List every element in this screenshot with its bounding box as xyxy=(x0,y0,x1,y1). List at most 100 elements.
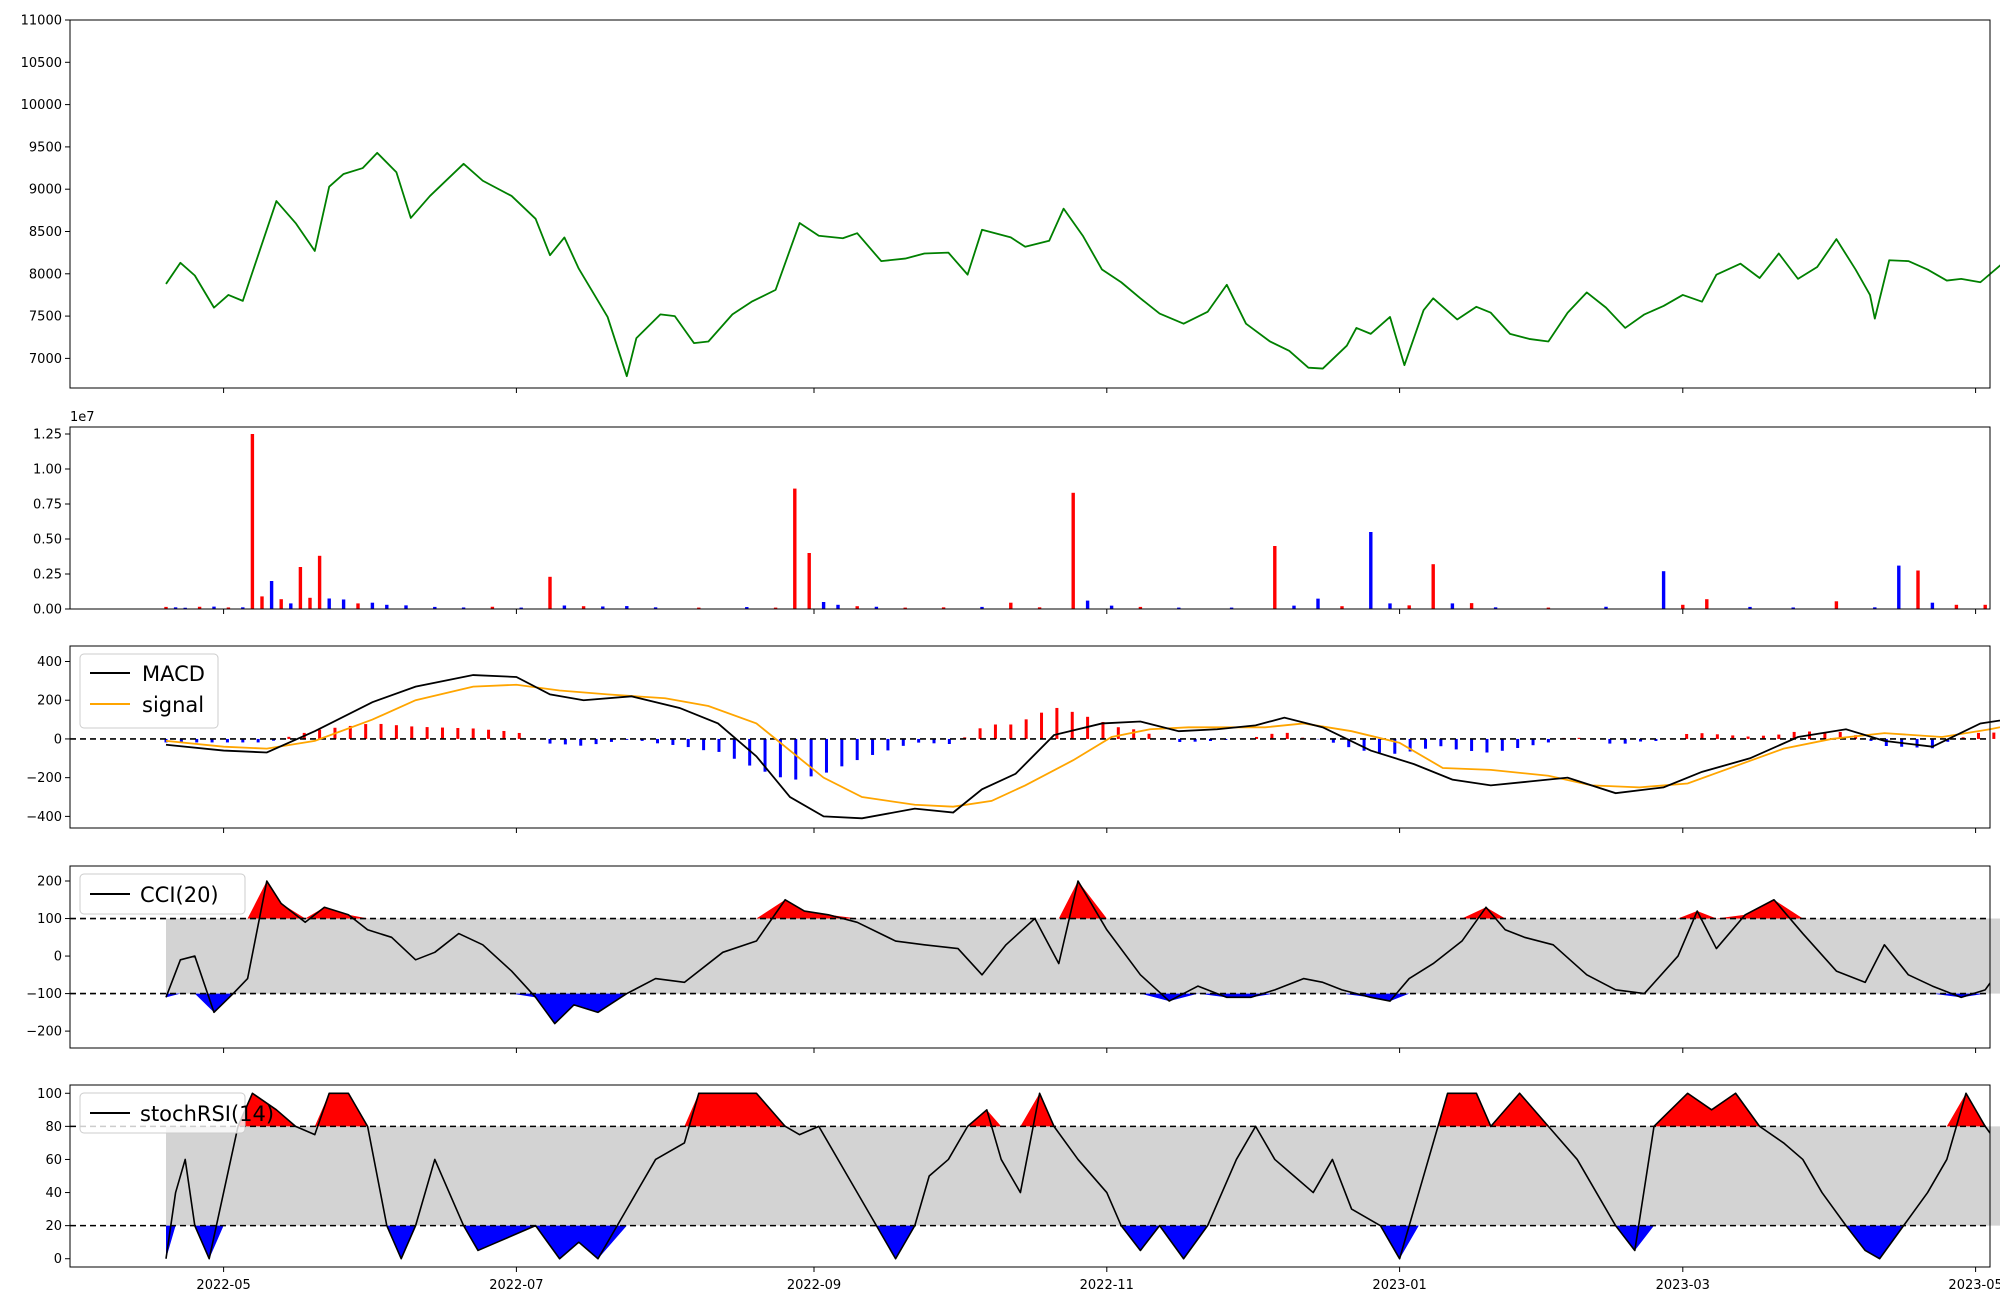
stochrsi-ytick-label: 0 xyxy=(54,1252,62,1267)
macd-histogram-bar xyxy=(1915,738,1919,748)
macd-ytick-label: −400 xyxy=(26,810,62,825)
macd-histogram-bar xyxy=(717,738,721,752)
volume-bar xyxy=(807,553,811,609)
macd-histogram-bar xyxy=(625,738,629,740)
macd-histogram-bar xyxy=(1992,732,1996,739)
price-ytick-label: 7500 xyxy=(29,310,62,325)
macd-histogram-bar xyxy=(1454,738,1458,750)
macd-histogram-bar xyxy=(410,726,414,739)
volume-ytick-label: 0.00 xyxy=(33,603,62,618)
volume-bar xyxy=(836,604,840,609)
stochrsi-legend-box xyxy=(79,1092,246,1134)
macd-legend: MACD signal xyxy=(79,653,219,729)
macd-histogram-bar xyxy=(364,724,368,739)
signal-line xyxy=(165,683,2000,808)
macd-histogram-bar xyxy=(1516,738,1520,748)
macd-histogram-bar xyxy=(901,738,905,746)
x-tick-label: 2023-01 xyxy=(1372,1278,1426,1293)
stochrsi-ytick-label: 60 xyxy=(45,1153,62,1168)
macd-histogram-bar xyxy=(1116,727,1120,739)
macd-histogram-bar xyxy=(1424,738,1428,749)
volume-bar xyxy=(855,606,859,609)
volume-bar xyxy=(697,607,701,609)
volume-bar xyxy=(519,607,523,609)
x-tick-label: 2023-03 xyxy=(1656,1278,1710,1293)
macd-histogram-bar xyxy=(179,738,183,743)
macd-histogram-bar xyxy=(1024,719,1028,739)
macd-histogram-bar xyxy=(886,738,890,751)
macd-histogram-bar xyxy=(471,728,475,739)
volume-bar xyxy=(653,607,658,609)
macd-ytick-label: 0 xyxy=(54,732,62,747)
macd-histogram-bar xyxy=(1531,738,1535,746)
macd-histogram-bar xyxy=(1193,738,1197,742)
volume-bar xyxy=(197,606,202,609)
price-ytick-label: 10500 xyxy=(21,56,62,71)
volume-bar xyxy=(562,605,567,609)
volume-bar xyxy=(1450,603,1455,609)
volume-bar xyxy=(173,607,178,609)
price-ytick-label: 8000 xyxy=(29,267,62,282)
macd-histogram-bar xyxy=(1285,732,1289,739)
price-ytick-label: 8500 xyxy=(29,225,62,240)
volume-bar xyxy=(356,603,360,609)
cci-legend: CCI(20) xyxy=(79,873,246,915)
volume-ytick-label: 1.25 xyxy=(33,428,62,443)
macd-histogram-bar xyxy=(1147,733,1151,739)
macd-histogram-bar xyxy=(1070,711,1074,739)
macd-histogram-bar xyxy=(686,738,690,748)
cci-ytick-label: 0 xyxy=(54,950,62,965)
macd-histogram-bar xyxy=(1408,738,1412,752)
macd-histogram-bar xyxy=(763,738,767,772)
cci-ytick-label: −100 xyxy=(26,987,62,1002)
macd-histogram-bar xyxy=(871,738,875,755)
volume-bar xyxy=(773,607,778,609)
macd-histogram-bar xyxy=(1761,735,1765,739)
macd-histogram-bar xyxy=(1608,738,1612,744)
volume-bar xyxy=(1954,604,1959,609)
price-ytick-label: 10000 xyxy=(21,98,62,113)
macd-histogram-bar xyxy=(1869,738,1873,741)
volume-bar xyxy=(1340,606,1344,609)
volume-bar xyxy=(289,603,293,609)
volume-bar xyxy=(1791,607,1795,609)
volume-bar xyxy=(1916,570,1920,609)
volume-bar xyxy=(1748,606,1752,609)
macd-histogram-bar xyxy=(195,738,199,743)
macd-histogram-bar xyxy=(748,738,752,766)
macd-histogram-bar xyxy=(640,738,644,741)
macd-histogram-bar xyxy=(656,738,660,744)
volume-bar xyxy=(548,576,552,609)
volume-bar xyxy=(903,607,907,609)
macd-histogram-bar xyxy=(548,738,552,744)
macd-panel-frame xyxy=(69,645,1991,829)
macd-histogram-bar xyxy=(225,738,229,743)
volume-bar xyxy=(821,602,826,609)
macd-histogram-bar xyxy=(1623,738,1627,744)
volume-ytick-label: 1.00 xyxy=(33,463,62,478)
macd-histogram-bar xyxy=(579,738,583,746)
volume-bar xyxy=(1071,492,1075,609)
macd-histogram-bar xyxy=(594,738,598,745)
volume-bar xyxy=(1661,571,1666,609)
macd-histogram-bar xyxy=(164,738,168,743)
macd-histogram-bar xyxy=(502,730,506,739)
cci-oversold-fill xyxy=(166,993,1990,1024)
volume-bar xyxy=(1138,606,1143,609)
volume-bar xyxy=(1930,602,1935,609)
x-tick-label: 2022-07 xyxy=(489,1278,543,1293)
x-tick-label: 2022-11 xyxy=(1080,1278,1134,1293)
macd-histogram-bar xyxy=(1040,712,1044,739)
macd-ytick-label: 400 xyxy=(37,655,62,670)
stochrsi-oversold-fill xyxy=(166,1225,1990,1259)
volume-bar xyxy=(1109,605,1114,609)
macd-histogram-bar xyxy=(978,728,982,739)
volume-bar xyxy=(461,607,466,609)
macd-histogram-bar xyxy=(1961,737,1965,739)
volume-bar xyxy=(1897,565,1901,609)
stochrsi-band xyxy=(166,1126,2000,1226)
macd-histogram-bar xyxy=(1715,734,1719,739)
volume-bar xyxy=(404,605,408,609)
stochrsi-ytick-label: 20 xyxy=(45,1219,62,1234)
macd-histogram-bar xyxy=(1792,731,1796,739)
